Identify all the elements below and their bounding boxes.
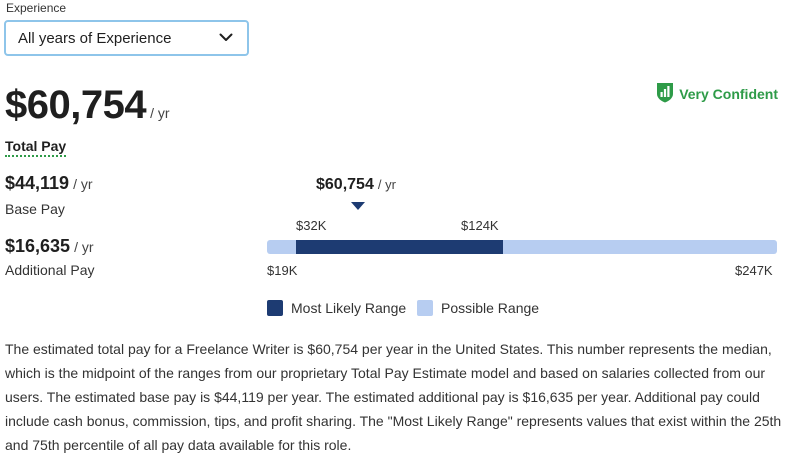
median-value: $60,754 xyxy=(316,176,374,193)
total-pay-unit: / yr xyxy=(150,105,170,121)
legend-possible: Possible Range xyxy=(417,300,539,316)
median-label: $60,754 / yr xyxy=(316,176,396,194)
additional-pay-amount: $16,635 / yr xyxy=(5,236,94,257)
experience-select[interactable]: All years of Experience xyxy=(4,20,249,56)
confidence-badge[interactable]: Very Confident xyxy=(656,82,778,106)
experience-select-value: All years of Experience xyxy=(18,29,172,47)
legend-possible-swatch xyxy=(417,300,433,316)
base-pay-unit: / yr xyxy=(73,176,93,192)
base-pay-label: Base Pay xyxy=(5,201,65,217)
additional-pay-unit: / yr xyxy=(74,239,94,255)
likely-range-bar xyxy=(296,240,503,254)
likely-high-label: $124K xyxy=(461,218,499,233)
additional-pay-label: Additional Pay xyxy=(5,262,95,278)
total-pay-label[interactable]: Total Pay xyxy=(5,138,67,157)
base-pay-amount: $44,119 / yr xyxy=(5,173,93,194)
total-pay-amount: $60,754 / yr xyxy=(5,83,170,128)
legend-likely-label: Most Likely Range xyxy=(291,300,407,316)
base-pay-value: $44,119 xyxy=(5,173,70,193)
experience-label: Experience xyxy=(6,1,67,15)
median-unit: / yr xyxy=(377,177,396,192)
possible-low-label: $19K xyxy=(267,263,298,278)
legend-likely-swatch xyxy=(267,300,283,316)
legend-possible-label: Possible Range xyxy=(441,300,540,316)
additional-pay-value: $16,635 xyxy=(5,236,71,256)
total-pay-value: $60,754 xyxy=(5,83,147,127)
likely-low-label: $32K xyxy=(296,218,327,233)
confidence-text: Very Confident xyxy=(679,86,778,102)
possible-high-label: $247K xyxy=(735,263,773,278)
chevron-down-icon xyxy=(219,29,233,47)
shield-chart-icon xyxy=(656,82,674,106)
pay-description: The estimated total pay for a Freelance … xyxy=(5,341,782,453)
median-marker xyxy=(351,202,365,210)
legend-likely: Most Likely Range xyxy=(267,300,406,316)
